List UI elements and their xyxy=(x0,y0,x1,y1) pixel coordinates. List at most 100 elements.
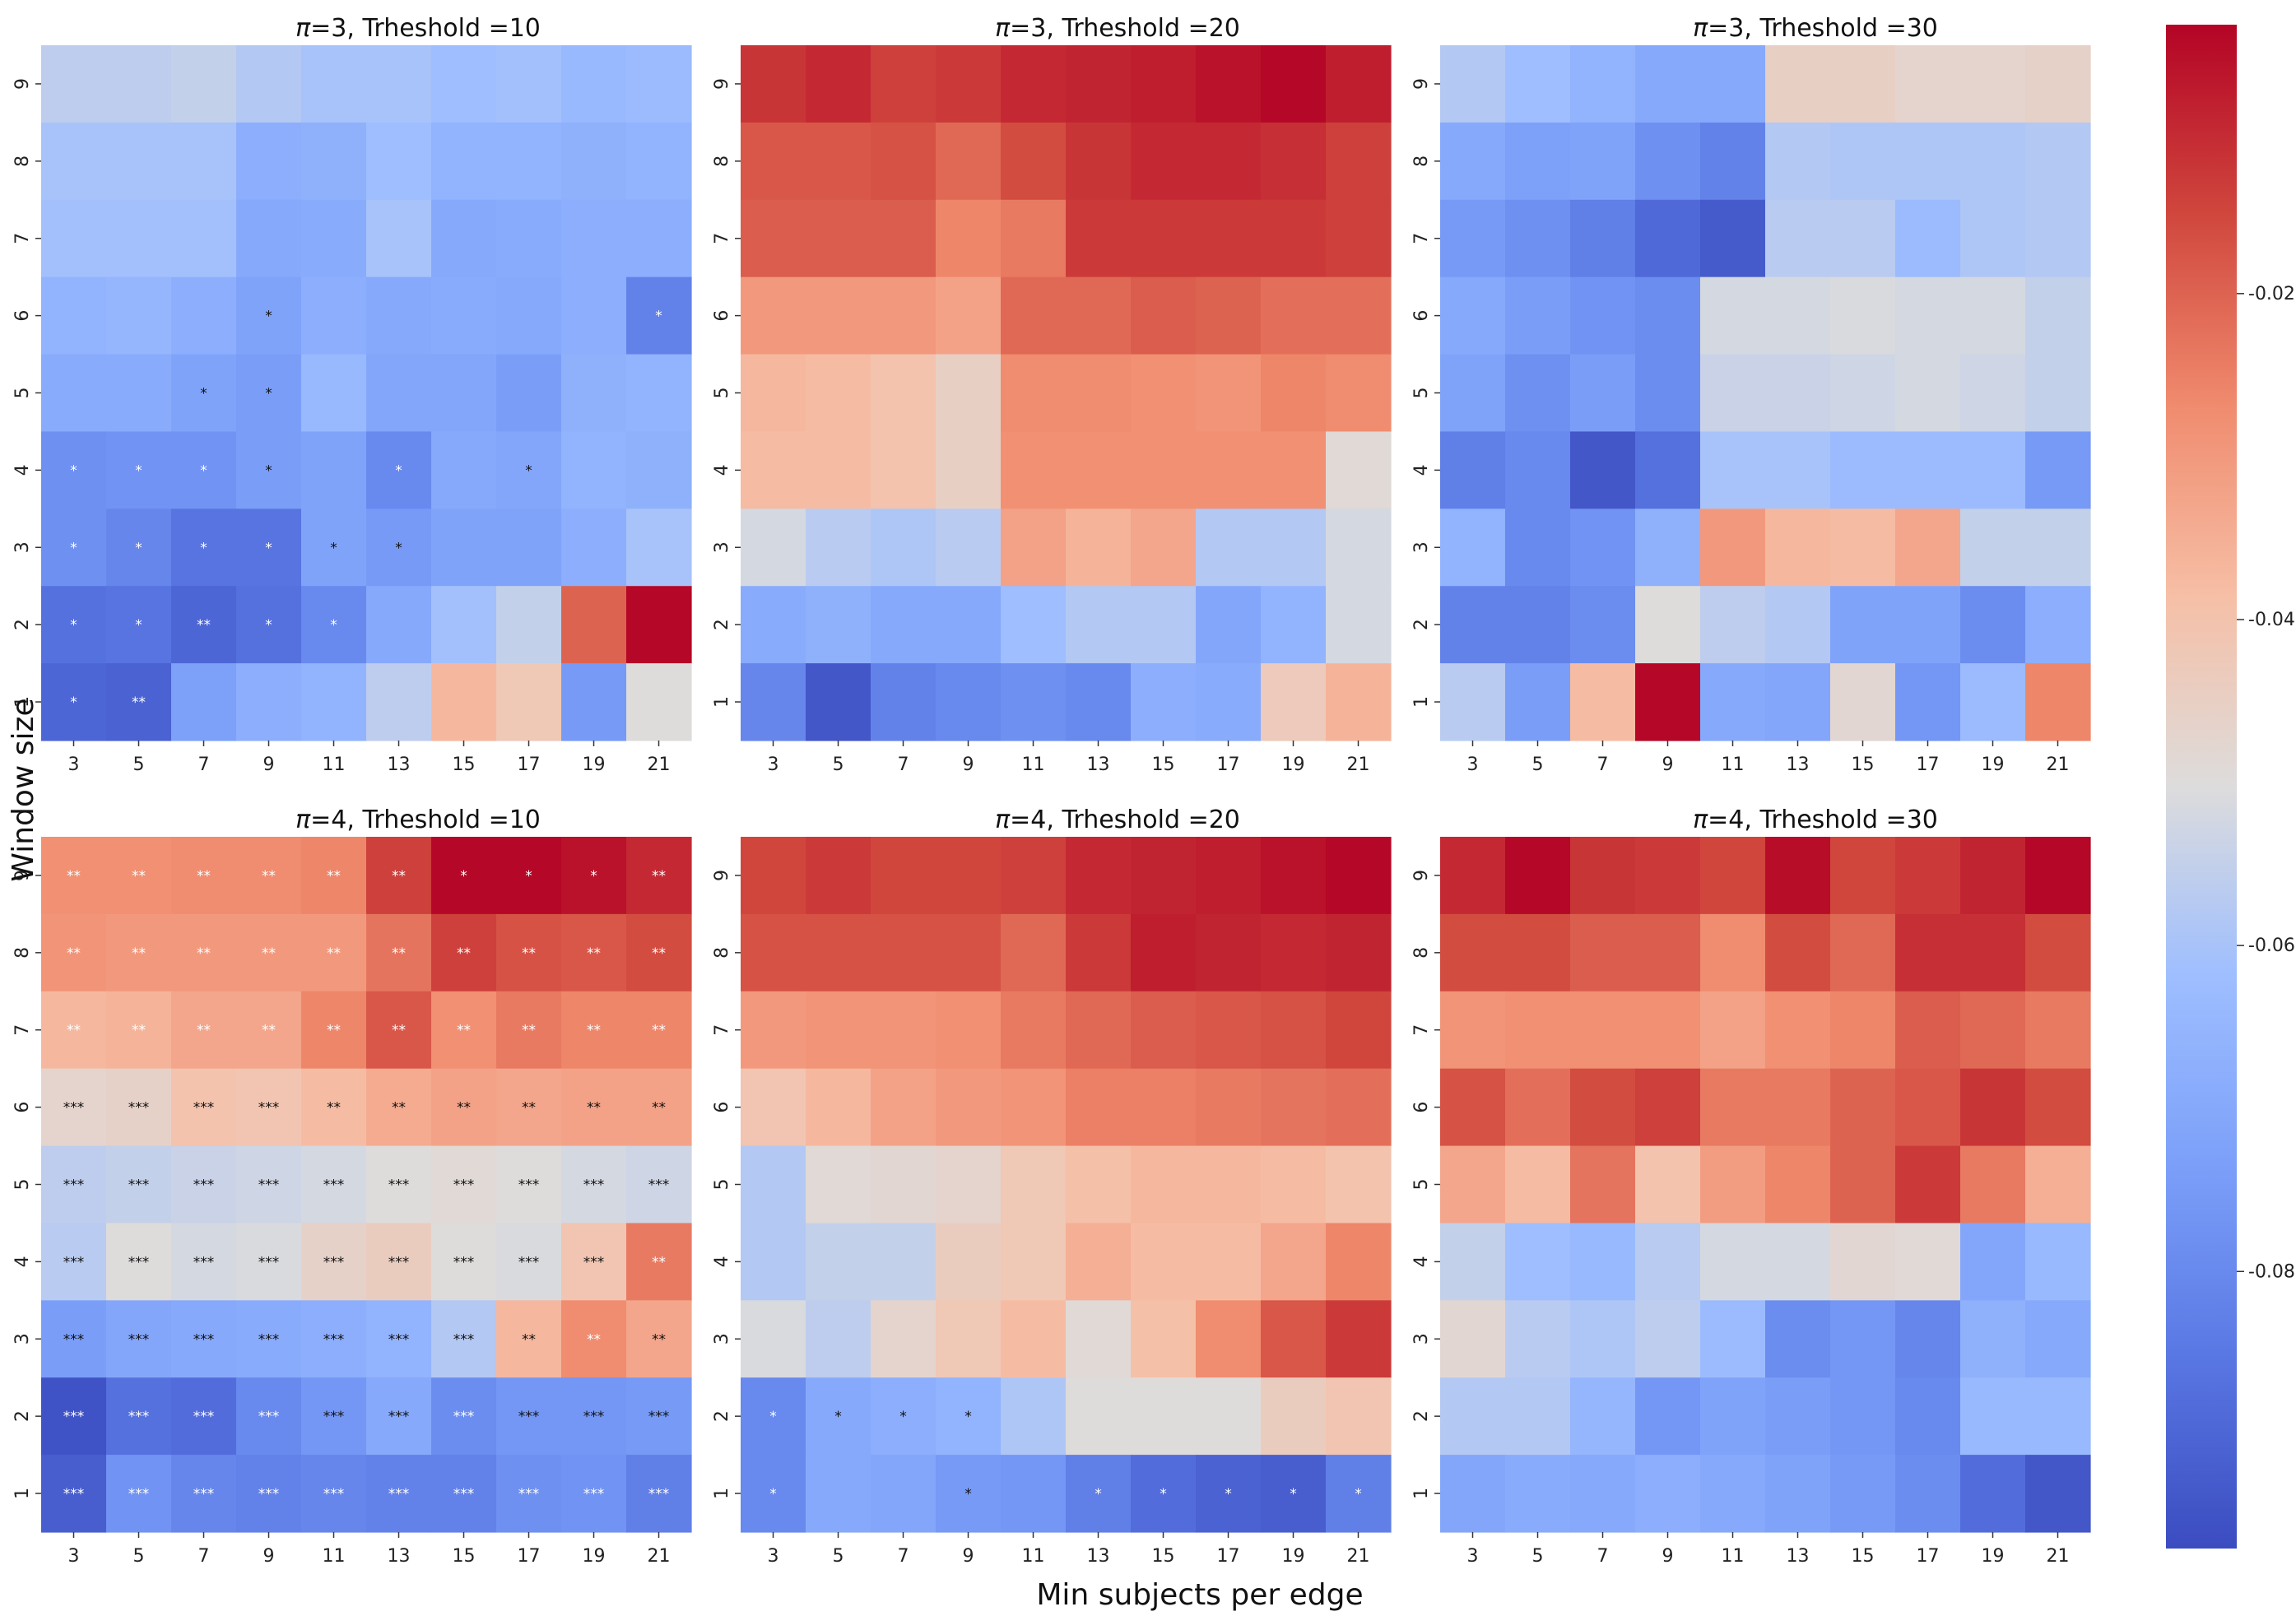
panel-2-x-ticks: 3 5 7 9 11 13 15 17 19 21 xyxy=(768,741,1370,775)
heatmap-cell xyxy=(496,1068,562,1147)
heatmap-cell xyxy=(366,1377,432,1456)
heatmap-cell xyxy=(1066,1300,1132,1378)
heatmap-cell xyxy=(1635,1300,1701,1378)
heatmap-cell xyxy=(1960,199,2026,278)
heatmap-cell xyxy=(626,1068,692,1147)
heatmap-cell xyxy=(1440,586,1506,664)
heatmap-cell xyxy=(1440,991,1506,1070)
significance-mark: *** xyxy=(258,1177,280,1194)
panel-1: π=3, Trheshold =10 * ** ** * * * * ** * * * * ** * ** *… xyxy=(12,14,692,775)
heatmap-cell xyxy=(741,1455,806,1533)
heatmap-cell xyxy=(1570,586,1636,664)
heatmap-cell xyxy=(301,1455,367,1533)
heatmap-cell xyxy=(41,122,107,201)
heatmap-cell xyxy=(1570,1145,1636,1224)
significance-mark: *** xyxy=(128,1177,150,1194)
significance-mark: * xyxy=(964,1486,972,1502)
heatmap-cell xyxy=(171,991,237,1070)
y-tick-label: 1 xyxy=(12,696,33,708)
heatmap-cell xyxy=(561,1068,627,1147)
x-tick-label: 3 xyxy=(768,755,779,775)
heatmap-cell xyxy=(1131,199,1197,278)
significance-mark: * xyxy=(395,540,402,556)
x-tick-label: 9 xyxy=(263,755,275,775)
heatmap-cell xyxy=(1765,45,1831,123)
heatmap-cell xyxy=(1570,1455,1636,1533)
heatmap-cell xyxy=(871,1223,937,1301)
heatmap-cell xyxy=(171,663,237,741)
heatmap-cell xyxy=(1570,45,1636,123)
heatmap-cell xyxy=(301,1145,367,1224)
heatmap-cell xyxy=(1700,1300,1766,1378)
heatmap-cell xyxy=(1066,508,1132,587)
heatmap-cell xyxy=(1066,354,1132,433)
heatmap-cell xyxy=(871,1455,937,1533)
heatmap-cell xyxy=(2025,1223,2091,1301)
x-tick-label: 5 xyxy=(1532,1546,1544,1567)
heatmap-cell xyxy=(1895,1455,1961,1533)
heatmap-cell xyxy=(936,122,1002,201)
heatmap-cell xyxy=(366,1455,432,1533)
heatmap-cell xyxy=(1066,1223,1132,1301)
heatmap-cell xyxy=(1001,586,1067,664)
heatmap-cell xyxy=(1001,1145,1067,1224)
heatmap-cell xyxy=(2025,1455,2091,1533)
heatmap-cell xyxy=(2025,45,2091,123)
heatmap-cell xyxy=(626,586,692,664)
heatmap-cell xyxy=(806,1300,871,1378)
heatmap-cell xyxy=(1960,586,2026,664)
heatmap-cell xyxy=(431,276,497,355)
heatmap-cell xyxy=(1830,837,1896,915)
significance-mark: *** xyxy=(323,1254,345,1270)
x-tick-label: 11 xyxy=(323,755,346,775)
heatmap-cell xyxy=(626,837,692,915)
significance-mark: ** xyxy=(327,868,341,885)
heatmap-cell xyxy=(431,586,497,664)
heatmap-cell xyxy=(106,1455,172,1533)
heatmap-cell xyxy=(741,354,806,433)
heatmap-cell xyxy=(1635,1455,1701,1533)
heatmap-cell xyxy=(1700,991,1766,1070)
heatmap-cell xyxy=(936,913,1002,992)
heatmap-cell xyxy=(2025,508,2091,587)
heatmap-cell xyxy=(106,431,172,509)
heatmap-cell xyxy=(431,199,497,278)
y-tick-label: 5 xyxy=(12,388,33,399)
heatmap-cell xyxy=(1700,663,1766,741)
heatmap-cell xyxy=(2025,913,2091,992)
heatmap-cell xyxy=(431,1068,497,1147)
significance-mark: *** xyxy=(518,1486,540,1502)
heatmap-cell xyxy=(1196,586,1262,664)
heatmap-cell xyxy=(561,586,627,664)
heatmap-cell xyxy=(1131,663,1197,741)
y-tick-label: 9 xyxy=(1411,78,1432,90)
heatmap-cell xyxy=(806,991,871,1070)
heatmap-cell xyxy=(366,991,432,1070)
significance-mark: * xyxy=(70,617,77,634)
x-tick-label: 21 xyxy=(2047,1546,2070,1567)
heatmap-cell xyxy=(1895,354,1961,433)
significance-mark: ** xyxy=(652,1023,666,1039)
heatmap-cell xyxy=(1700,199,1766,278)
panel-2-y-ticks: 9 8 7 6 5 4 3 2 1 xyxy=(712,78,741,708)
heatmap-cell xyxy=(871,276,937,355)
heatmap-cell xyxy=(1830,1455,1896,1533)
heatmap-cell xyxy=(366,431,432,509)
y-tick-label: 2 xyxy=(1411,619,1432,630)
heatmap-cell xyxy=(301,913,367,992)
significance-mark: *** xyxy=(453,1177,475,1194)
y-tick-label: 5 xyxy=(1411,388,1432,399)
heatmap-cell xyxy=(936,508,1002,587)
heatmap-cell xyxy=(936,991,1002,1070)
heatmap-cell xyxy=(1326,1145,1392,1224)
x-tick-label: 17 xyxy=(1217,755,1240,775)
heatmap-cell xyxy=(236,199,302,278)
significance-mark: *** xyxy=(258,1486,280,1502)
heatmap-cell xyxy=(106,1377,172,1456)
y-tick-label: 7 xyxy=(1411,1024,1432,1036)
y-tick-label: 8 xyxy=(1411,947,1432,959)
x-tick-label: 15 xyxy=(453,755,476,775)
significance-mark: *** xyxy=(193,1409,215,1425)
significance-mark: * xyxy=(330,617,337,634)
